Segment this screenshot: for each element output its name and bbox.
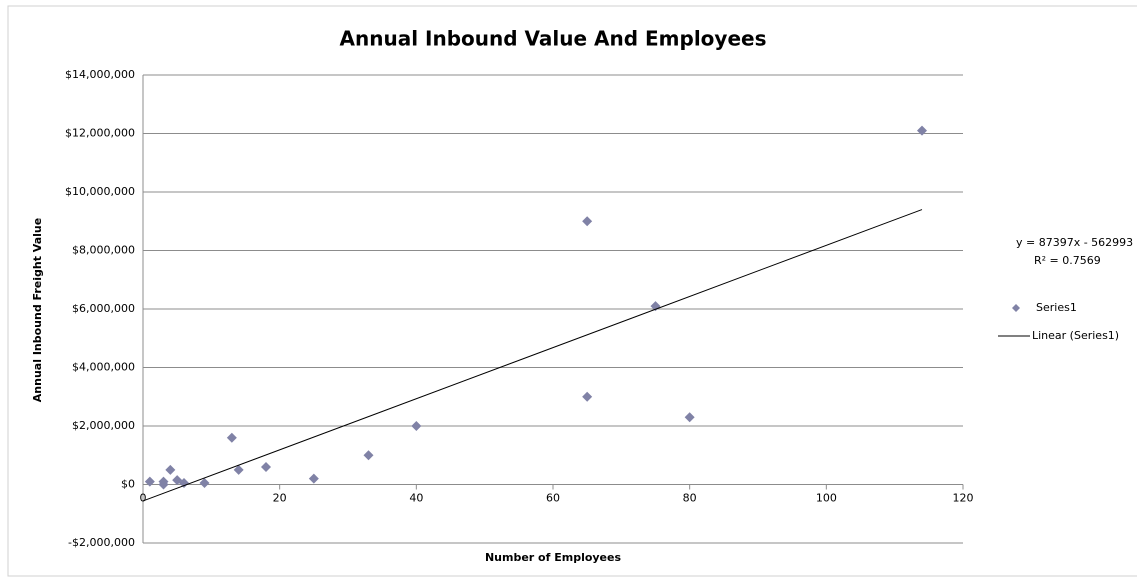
- y-tick-label: -$2,000,000: [68, 536, 135, 549]
- point: [261, 461, 271, 472]
- point: [582, 216, 593, 227]
- y-tick-label: $8,000,000: [72, 244, 135, 257]
- y-tick-label: $4,000,000: [72, 361, 135, 374]
- point: [233, 464, 244, 475]
- point: [411, 421, 422, 431]
- trendline: [142, 209, 923, 502]
- x-tick-label: 120: [953, 492, 974, 505]
- point: [199, 478, 210, 489]
- y-tick-label: $14,000,000: [65, 68, 135, 81]
- legend-label: Series1: [1036, 301, 1077, 314]
- legend-marker: [1012, 304, 1020, 312]
- x-tick-label: 60: [546, 492, 560, 505]
- y-tick-label: $10,000,000: [65, 185, 135, 198]
- point: [917, 125, 927, 136]
- trendline-equation: y = 87397x - 562993: [1016, 236, 1133, 249]
- chart-title: Annual Inbound Value And Employees: [340, 27, 767, 51]
- point: [179, 478, 189, 489]
- point: [158, 479, 169, 490]
- y-tick-label: $2,000,000: [72, 419, 135, 432]
- point: [363, 450, 374, 461]
- y-tick-label: $0: [121, 478, 135, 491]
- point: [144, 476, 155, 487]
- x-tick-label: 20: [273, 492, 287, 505]
- point: [308, 473, 319, 484]
- x-tick-label: 80: [683, 492, 697, 505]
- x-tick-label: 40: [409, 492, 423, 505]
- x-axis-label: Number of Employees: [485, 551, 622, 564]
- point: [684, 412, 695, 423]
- point: [582, 391, 593, 402]
- y-tick-label: $12,000,000: [65, 127, 135, 140]
- y-axis-label: Annual Inbound Freight Value: [31, 218, 44, 402]
- legend-label: Linear (Series1): [1032, 329, 1119, 342]
- x-tick-label: 100: [816, 492, 837, 505]
- point: [165, 464, 176, 475]
- x-tick-label: 0: [140, 492, 147, 505]
- point: [226, 432, 237, 443]
- trendline-r2: R² = 0.7569: [1034, 254, 1101, 267]
- y-tick-label: $6,000,000: [72, 302, 135, 315]
- chart-border: [7, 5, 1137, 577]
